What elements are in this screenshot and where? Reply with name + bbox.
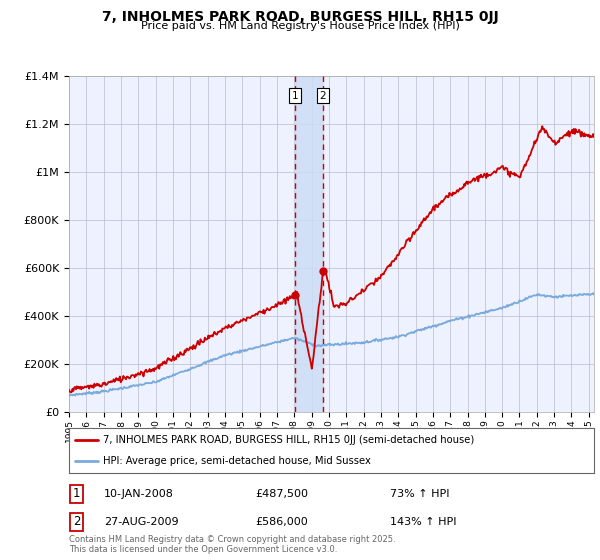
Text: £586,000: £586,000 (255, 517, 308, 527)
Text: 7, INHOLMES PARK ROAD, BURGESS HILL, RH15 0JJ: 7, INHOLMES PARK ROAD, BURGESS HILL, RH1… (101, 10, 499, 24)
Text: 1: 1 (292, 91, 298, 101)
Text: 143% ↑ HPI: 143% ↑ HPI (390, 517, 457, 527)
Text: 2: 2 (320, 91, 326, 101)
Text: Contains HM Land Registry data © Crown copyright and database right 2025.
This d: Contains HM Land Registry data © Crown c… (69, 535, 395, 554)
Text: £487,500: £487,500 (255, 489, 308, 499)
Text: HPI: Average price, semi-detached house, Mid Sussex: HPI: Average price, semi-detached house,… (103, 456, 371, 466)
Text: 7, INHOLMES PARK ROAD, BURGESS HILL, RH15 0JJ (semi-detached house): 7, INHOLMES PARK ROAD, BURGESS HILL, RH1… (103, 436, 475, 446)
Text: Price paid vs. HM Land Registry's House Price Index (HPI): Price paid vs. HM Land Registry's House … (140, 21, 460, 31)
Text: 2: 2 (73, 515, 80, 529)
Text: 1: 1 (73, 487, 80, 501)
Text: 27-AUG-2009: 27-AUG-2009 (104, 517, 178, 527)
Bar (295, 76, 323, 412)
Text: 10-JAN-2008: 10-JAN-2008 (104, 489, 173, 499)
Text: 73% ↑ HPI: 73% ↑ HPI (390, 489, 449, 499)
